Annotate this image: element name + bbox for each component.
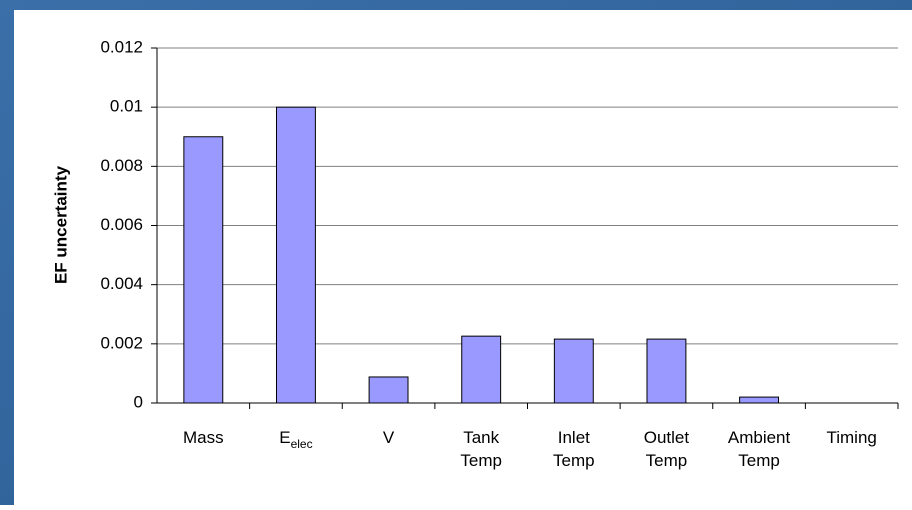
bar: [646, 338, 687, 404]
chart-panel: [14, 10, 912, 505]
y-tick-label: 0: [134, 392, 143, 411]
bar: [553, 338, 594, 404]
x-tick-label-line: V: [383, 428, 395, 447]
x-tick-label: Ambient Temp: [728, 428, 791, 470]
x-tick-label-line: Mass: [183, 428, 224, 447]
y-tick-label: 0.002: [100, 333, 143, 352]
x-tick-label-line: Outlet: [644, 428, 690, 447]
y-tick-label: 0.008: [100, 156, 143, 175]
x-tick-label: V: [383, 428, 395, 447]
x-tick-label-line: Temp: [646, 451, 688, 470]
x-tick-label-line: Tank: [463, 428, 499, 447]
x-tick-label-subscript: elec: [291, 437, 313, 451]
x-tick-label-line: E: [279, 428, 290, 447]
x-tick-label-line: Temp: [738, 451, 780, 470]
x-tick-label-line: Temp: [460, 451, 502, 470]
bar: [275, 106, 316, 404]
x-tick-label: Mass: [183, 428, 224, 447]
bar: [183, 136, 224, 404]
bar: [739, 396, 780, 404]
x-tick-label-line: Inlet: [558, 428, 590, 447]
y-tick-label: 0.006: [100, 215, 143, 234]
x-tick-label: Inlet Temp: [553, 428, 595, 470]
x-tick-label: Tank Temp: [460, 428, 502, 470]
x-tick-label: Timing: [826, 428, 876, 447]
x-tick-label: Outlet Temp: [644, 428, 690, 470]
y-tick-label: 0.004: [100, 274, 143, 293]
y-tick-label: 0.012: [100, 37, 143, 56]
x-tick-label-line: Temp: [553, 451, 595, 470]
bar: [368, 376, 409, 404]
x-tick-label: Eelec: [279, 428, 312, 451]
x-tick-label-line: Ambient: [728, 428, 791, 447]
bar: [461, 335, 502, 404]
x-tick-label-line: Timing: [826, 428, 876, 447]
y-tick-label: 0.01: [110, 97, 143, 116]
y-axis-label: EF uncertainty: [51, 165, 70, 284]
